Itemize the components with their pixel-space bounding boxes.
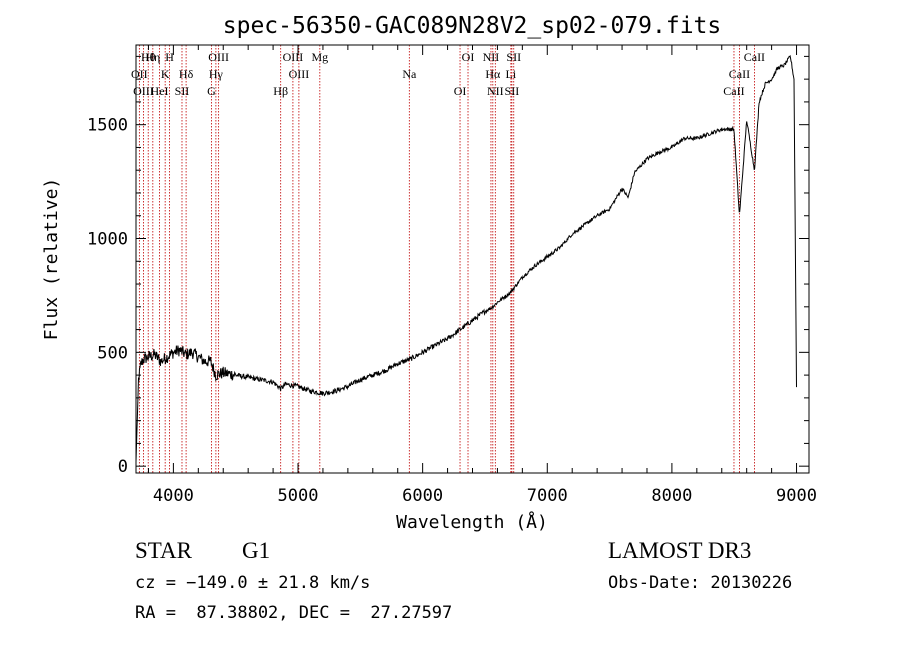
- line-mark-label: Hδ: [179, 67, 194, 81]
- line-mark-label: OI: [462, 50, 475, 64]
- x-tick-label: 9000: [776, 486, 817, 506]
- line-mark-label: CaII: [723, 84, 744, 98]
- line-mark-label: Hβ: [273, 84, 288, 98]
- x-tick-label: 8000: [651, 486, 692, 506]
- line-mark-label: NII: [483, 50, 500, 64]
- line-mark-label: Hγ: [209, 67, 224, 81]
- coordinates: RA = 87.38802, DEC = 27.27597: [135, 603, 453, 623]
- chart-title: spec-56350-GAC089N28V2_sp02-079.fits: [223, 13, 722, 39]
- line-mark-label: K: [161, 67, 170, 81]
- x-tick-label: 6000: [402, 486, 443, 506]
- spectrum-line: [135, 54, 797, 462]
- line-mark-label: Mg: [311, 50, 328, 64]
- redshift-cz: cz = −149.0 ± 21.8 km/s: [135, 573, 371, 593]
- x-tick-label: 4000: [153, 486, 194, 506]
- y-axis-label: Flux (relative): [41, 178, 62, 341]
- line-mark-label: OIII: [283, 50, 304, 64]
- y-tick-label: 0: [118, 457, 128, 477]
- line-mark-label: HeI: [151, 84, 169, 98]
- line-mark-label: OI: [454, 84, 467, 98]
- object-subclass: G1: [242, 538, 271, 563]
- survey-name: LAMOST DR3: [608, 538, 752, 563]
- line-mark-label: OIII: [133, 84, 154, 98]
- line-mark-label: SII: [505, 84, 520, 98]
- line-mark-label: OIII: [289, 67, 310, 81]
- line-mark-label: SII: [506, 50, 521, 64]
- plot-frame: [135, 44, 810, 474]
- object-class: STAR: [135, 538, 192, 563]
- x-tick-label: 7000: [527, 486, 568, 506]
- line-mark-label: H: [165, 50, 174, 64]
- x-axis-label: Wavelength (Å): [396, 511, 548, 533]
- line-mark-label: OII: [131, 67, 148, 81]
- line-mark-label: Hα: [485, 67, 501, 81]
- y-tick-label: 1000: [87, 230, 128, 250]
- line-mark-label: OIII: [208, 50, 229, 64]
- obs-date: Obs-Date: 20130226: [608, 573, 793, 593]
- line-mark-label: Li: [506, 67, 517, 81]
- line-mark-label: Hη: [145, 50, 160, 64]
- line-mark-label: CaII: [729, 67, 750, 81]
- y-tick-label: 500: [97, 343, 128, 363]
- line-mark-label: Hθ: [141, 50, 156, 64]
- y-tick-label: 1500: [87, 116, 128, 136]
- line-mark-label: CaII: [744, 50, 765, 64]
- line-mark-label: Na: [402, 67, 417, 81]
- line-mark-label: SII: [175, 84, 190, 98]
- line-mark-label: G: [207, 84, 216, 98]
- x-tick-label: 5000: [278, 486, 319, 506]
- line-mark-label: NII: [487, 84, 504, 98]
